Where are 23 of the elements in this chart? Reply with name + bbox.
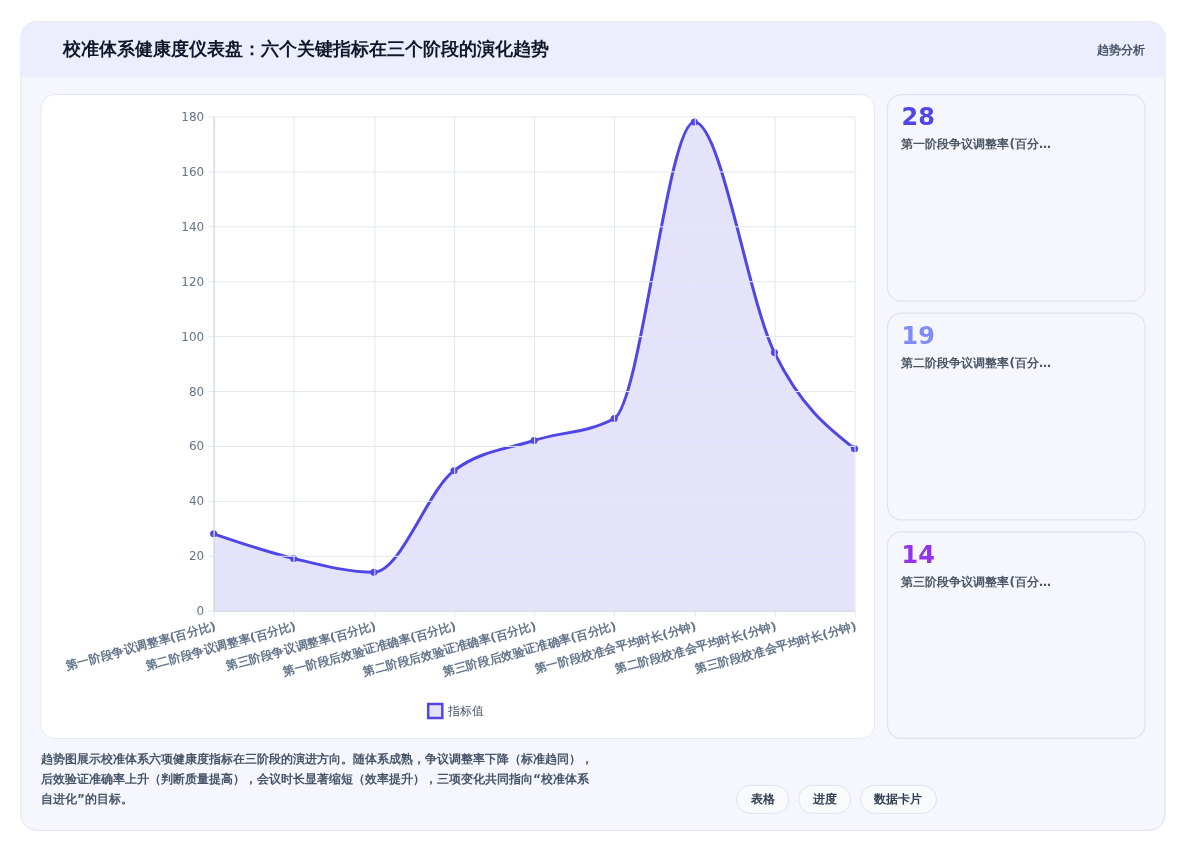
y-tick-label: 40 — [188, 494, 205, 509]
y-tick-label: 100 — [181, 329, 205, 344]
category-label: 第一阶段争议调整率(百分… — [900, 137, 1051, 152]
y-tick-label: 60 — [188, 439, 205, 454]
y-tick-label: 20 — [188, 549, 205, 564]
chart-title: 校准体系健康度仪表盘：六个关键指标在三个阶段的演化趋势 — [61, 37, 549, 59]
category-label: 第二阶段争议调整率(百分… — [900, 356, 1051, 371]
text: 进度 — [811, 792, 837, 807]
data-label: 19 — [901, 322, 935, 351]
text: 趋势图展示校准体系六项健康度指标在三阶段的演进方向。随体系成熟，争议调整率下降（标准趋同），后效验证准确率上升（判断质量提高），会议时长显著缩短（效率提升），三项变化共同指向“校准体系自进化”的目标。 — [39, 752, 593, 807]
data-label: 14 — [901, 540, 935, 569]
y-tick-label: 180 — [181, 110, 205, 124]
text: 趋势分析 — [1096, 42, 1146, 57]
text: 表格 — [749, 792, 776, 807]
y-tick-label: 160 — [181, 164, 205, 179]
y-tick-label: 0 — [196, 604, 205, 619]
y-tick-label: 120 — [181, 274, 205, 289]
text: 数据卡片 — [873, 792, 923, 807]
y-tick-label: 80 — [188, 384, 205, 399]
legend-label: 指标值 — [446, 704, 484, 718]
category-label: 第三阶段争议调整率(百分… — [900, 574, 1051, 589]
data-label: 28 — [901, 103, 935, 132]
y-tick-label: 140 — [181, 219, 205, 234]
